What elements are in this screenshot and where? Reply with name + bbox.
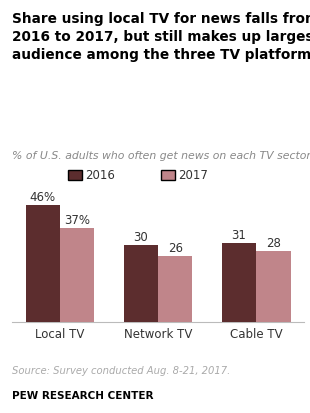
Text: % of U.S. adults who often get news on each TV sector: % of U.S. adults who often get news on e…: [12, 151, 310, 161]
Text: Source: Survey conducted Aug. 8-21, 2017.: Source: Survey conducted Aug. 8-21, 2017…: [12, 366, 231, 375]
Text: 46%: 46%: [30, 190, 56, 203]
Text: 37%: 37%: [64, 213, 90, 226]
Text: 26: 26: [168, 241, 183, 254]
Text: 30: 30: [134, 231, 148, 244]
Text: 2017: 2017: [178, 169, 208, 182]
Text: 28: 28: [266, 236, 281, 249]
Bar: [222, 243, 256, 322]
Bar: [26, 205, 60, 322]
Bar: [256, 251, 290, 322]
Bar: [60, 228, 94, 322]
Text: PEW RESEARCH CENTER: PEW RESEARCH CENTER: [12, 390, 154, 400]
Bar: [124, 246, 158, 322]
Text: Share using local TV for news falls from
2016 to 2017, but still makes up larges: Share using local TV for news falls from…: [12, 12, 310, 62]
Text: 2016: 2016: [85, 169, 115, 182]
Text: 31: 31: [232, 228, 246, 241]
Bar: [158, 256, 193, 322]
